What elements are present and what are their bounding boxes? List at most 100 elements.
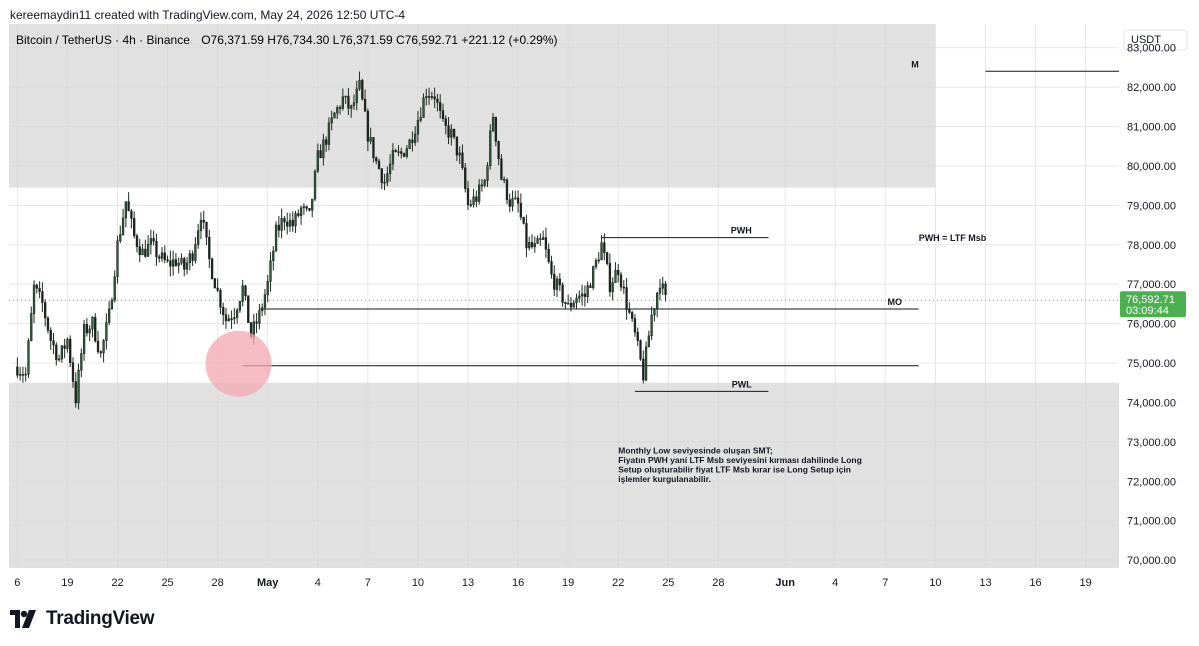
candle xyxy=(658,278,662,301)
x-tick-label: 22 xyxy=(612,577,624,589)
annotation-smt-note-line: işlemler kurgulanabilir. xyxy=(618,474,711,484)
candle xyxy=(550,255,553,279)
candle xyxy=(230,310,233,329)
candle-up xyxy=(302,206,306,209)
annotation-smt-note-line: Monthly Low seviyesinde oluşan SMT; xyxy=(618,446,773,456)
candle xyxy=(391,143,395,171)
candle-down xyxy=(63,345,66,349)
candle xyxy=(333,112,336,119)
candle xyxy=(416,110,420,143)
price-axis-currency: USDT xyxy=(1131,34,1161,46)
candle xyxy=(27,338,30,378)
candle xyxy=(450,124,453,146)
candle-down xyxy=(464,167,467,189)
candle-up xyxy=(238,301,242,311)
candle-down xyxy=(202,219,205,223)
candle xyxy=(24,367,27,382)
candle-up xyxy=(344,95,347,98)
candle xyxy=(656,291,659,318)
candle-down xyxy=(144,248,147,257)
chart-credit: kereemaydin11 created with TradingView.c… xyxy=(10,8,406,22)
candle xyxy=(508,193,511,213)
candle xyxy=(235,307,239,324)
candle-up xyxy=(541,237,545,240)
x-tick-label: 13 xyxy=(462,577,474,589)
candle xyxy=(30,306,33,342)
candle xyxy=(375,156,378,165)
candle-up xyxy=(32,284,36,314)
x-tick-label: 19 xyxy=(562,577,574,589)
candle-up xyxy=(194,244,197,261)
candle xyxy=(366,108,370,152)
candle-up xyxy=(597,259,600,262)
candle-down xyxy=(380,168,383,183)
candle xyxy=(138,238,141,262)
candle xyxy=(94,313,97,343)
candle-down xyxy=(503,179,506,181)
candle-down xyxy=(244,285,247,297)
candle xyxy=(63,338,66,358)
candle xyxy=(294,210,297,234)
candle-down xyxy=(564,302,567,304)
candle-up xyxy=(383,181,386,184)
candle xyxy=(589,282,592,288)
candle xyxy=(311,198,314,218)
candle-up xyxy=(491,116,495,132)
candle xyxy=(363,89,367,112)
level-m-label: M xyxy=(911,59,919,69)
x-tick-label: 13 xyxy=(979,577,991,589)
y-tick-label: 71,000.00 xyxy=(1127,516,1176,528)
candle xyxy=(528,236,531,251)
candle-up xyxy=(322,139,325,159)
candle-up xyxy=(235,309,239,318)
candle-up xyxy=(149,238,153,245)
candle-up xyxy=(578,295,581,299)
y-tick-label: 75,000.00 xyxy=(1127,358,1176,370)
candle-up xyxy=(658,287,662,294)
candle-down xyxy=(628,309,631,313)
candle xyxy=(85,318,89,337)
candle-up xyxy=(594,260,598,268)
candle xyxy=(96,330,100,354)
candle-down xyxy=(347,95,350,109)
candle-down xyxy=(291,219,294,227)
y-tick-label: 77,000.00 xyxy=(1127,279,1176,291)
candle xyxy=(664,280,667,302)
candle xyxy=(222,302,225,325)
candle xyxy=(35,283,38,294)
candle xyxy=(355,80,358,111)
candle xyxy=(247,295,250,324)
candle xyxy=(119,225,122,244)
candle xyxy=(519,193,523,221)
candle-up xyxy=(397,151,400,153)
candle xyxy=(163,245,166,264)
candle xyxy=(241,279,244,307)
candle-up xyxy=(180,258,183,264)
x-tick-label: 28 xyxy=(712,577,724,589)
candle xyxy=(38,281,41,299)
candle xyxy=(116,235,119,284)
candle xyxy=(539,233,542,246)
candle-down xyxy=(558,278,561,286)
candle-down xyxy=(505,179,509,201)
candle xyxy=(258,303,261,330)
candle-down xyxy=(133,218,136,237)
candle xyxy=(642,350,645,384)
candle xyxy=(146,235,150,257)
candle xyxy=(461,144,464,170)
candle-up xyxy=(30,313,33,341)
candle xyxy=(305,205,308,212)
tradingview-logo-text: TradingView xyxy=(46,608,155,629)
candle xyxy=(597,252,600,264)
candle-down xyxy=(366,110,370,142)
candle xyxy=(511,190,514,212)
candle xyxy=(405,145,408,159)
candle-down xyxy=(475,196,478,202)
x-tick-label: 19 xyxy=(61,577,73,589)
candle-up xyxy=(199,219,203,232)
candle xyxy=(586,281,589,304)
candle xyxy=(149,229,153,255)
x-tick-label: 7 xyxy=(365,577,371,589)
